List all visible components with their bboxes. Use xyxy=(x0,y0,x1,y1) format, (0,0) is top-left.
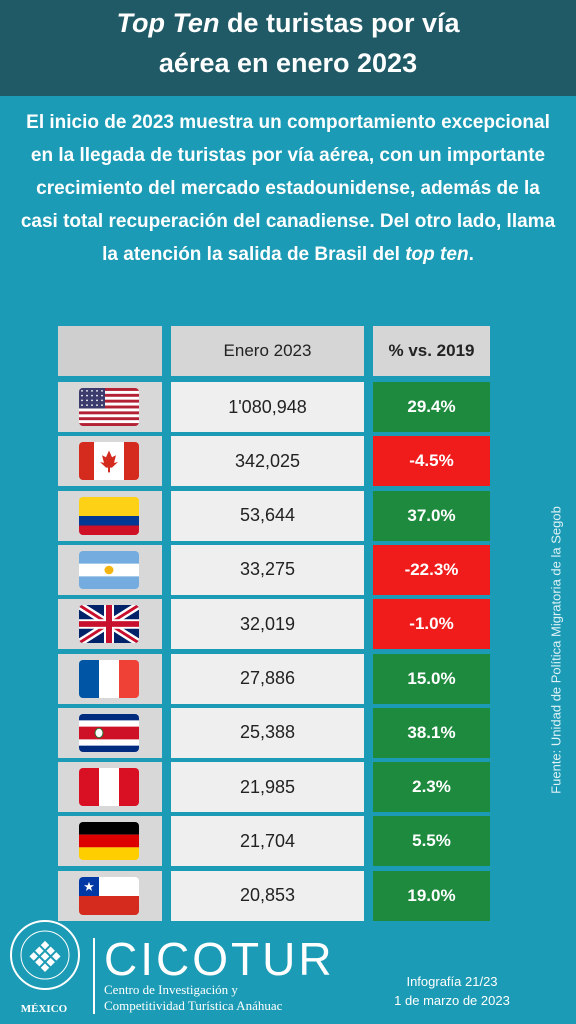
flag-cell xyxy=(58,490,162,541)
table-row: 32,019 -1.0% xyxy=(58,599,490,650)
pct-cell: 29.4% xyxy=(373,382,490,432)
intro-italic: top ten xyxy=(405,244,469,265)
header: Top Ten de turistas por vía aérea en ene… xyxy=(0,0,576,96)
table-header-row: Enero 2023 % vs. 2019 xyxy=(58,326,490,376)
source-note: Fuente: Unidad de Política Migratoria de… xyxy=(548,506,564,794)
title-rest: de turistas por vía xyxy=(219,8,460,38)
flag-cell xyxy=(58,816,162,867)
intro-text: El inicio de 2023 muestra un comportamie… xyxy=(20,106,556,271)
table-row: 20,853 19.0% xyxy=(58,870,490,921)
pct-cell: 5.5% xyxy=(373,816,490,867)
value-cell: 27,886 xyxy=(171,653,364,704)
pct-cell: 15.0% xyxy=(373,653,490,704)
argentina-flag-icon xyxy=(79,550,139,589)
germany-flag-icon xyxy=(79,822,139,861)
table-row: 27,886 15.0% xyxy=(58,653,490,704)
flag-cell xyxy=(58,544,162,595)
pct-cell: -1.0% xyxy=(373,599,490,650)
table-row: 21,704 5.5% xyxy=(58,816,490,867)
intro-main: El inicio de 2023 muestra un comportamie… xyxy=(20,112,556,265)
value-cell: 25,388 xyxy=(171,707,364,758)
flag-cell xyxy=(58,870,162,921)
pct-cell: 38.1% xyxy=(373,707,490,758)
table-row: 342,025 -4.5% xyxy=(58,436,490,487)
title-line-2: aérea en enero 2023 xyxy=(158,48,418,78)
publication-date: 1 de marzo de 2023 xyxy=(394,993,510,1008)
value-cell: 53,644 xyxy=(171,490,364,541)
usa-flag-icon xyxy=(79,388,139,426)
pct-cell: -4.5% xyxy=(373,436,490,487)
value-cell: 32,019 xyxy=(171,599,364,650)
chile-flag-icon xyxy=(79,876,139,915)
france-flag-icon xyxy=(79,659,139,698)
cicotur-subtitle-1: Centro de Investigación y xyxy=(104,982,238,997)
pct-cell: 19.0% xyxy=(373,870,490,921)
table-row: 1'080,948 29.4% xyxy=(58,382,490,432)
title-italic: Top Ten xyxy=(116,8,220,38)
anahuac-seal-icon xyxy=(10,920,80,990)
value-cell: 1'080,948 xyxy=(171,382,364,432)
header-pct-cell: % vs. 2019 xyxy=(373,326,490,376)
table-row: 53,644 37.0% xyxy=(58,490,490,541)
flag-cell xyxy=(58,382,162,432)
value-cell: 342,025 xyxy=(171,436,364,487)
costa-rica-flag-icon xyxy=(79,713,139,752)
header-flag-cell xyxy=(58,326,162,376)
cicotur-logo: CICOTUR xyxy=(104,933,335,985)
pct-cell: 37.0% xyxy=(373,490,490,541)
table-row: 21,985 2.3% xyxy=(58,762,490,813)
flag-cell xyxy=(58,707,162,758)
value-cell: 33,275 xyxy=(171,544,364,595)
footer-divider xyxy=(93,938,95,1014)
header-value-cell: Enero 2023 xyxy=(171,326,364,376)
table-row: 25,388 38.1% xyxy=(58,707,490,758)
value-cell: 21,704 xyxy=(171,816,364,867)
value-cell: 21,985 xyxy=(171,762,364,813)
pct-cell: 2.3% xyxy=(373,762,490,813)
value-cell: 20,853 xyxy=(171,870,364,921)
table-row: 33,275 -22.3% xyxy=(58,544,490,595)
flag-cell xyxy=(58,653,162,704)
flag-cell xyxy=(58,762,162,813)
logo-mexico-text: MÉXICO xyxy=(20,1003,68,1015)
flag-cell xyxy=(58,436,162,487)
pct-cell: -22.3% xyxy=(373,544,490,595)
flag-cell xyxy=(58,599,162,650)
uk-flag-icon xyxy=(79,605,139,644)
infographic-number: Infografía 21/23 xyxy=(406,974,498,989)
peru-flag-icon xyxy=(79,768,139,807)
title-line-1: Top Ten de turistas por vía xyxy=(0,8,576,39)
colombia-flag-icon xyxy=(79,496,139,535)
cicotur-subtitle-2: Competitividad Turística Anáhuac xyxy=(104,998,283,1013)
intro-end: . xyxy=(468,244,474,265)
canada-flag-icon xyxy=(79,442,139,481)
